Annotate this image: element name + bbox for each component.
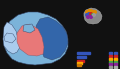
Bar xyxy=(114,55,117,57)
Bar xyxy=(109,57,111,59)
Circle shape xyxy=(92,14,94,16)
Polygon shape xyxy=(23,24,35,33)
Polygon shape xyxy=(4,33,16,43)
Bar xyxy=(114,51,117,53)
Circle shape xyxy=(93,14,95,16)
Bar xyxy=(109,51,111,53)
Bar xyxy=(109,65,111,67)
Bar xyxy=(114,61,117,63)
Bar xyxy=(109,63,111,65)
Bar xyxy=(77,62,82,64)
Bar xyxy=(109,55,111,57)
Bar xyxy=(114,57,117,59)
Circle shape xyxy=(90,10,92,12)
Bar xyxy=(77,56,86,58)
Circle shape xyxy=(88,13,90,15)
Bar xyxy=(77,64,81,66)
Bar xyxy=(109,61,111,63)
Polygon shape xyxy=(84,8,102,24)
Circle shape xyxy=(90,16,92,18)
Polygon shape xyxy=(3,22,20,54)
Bar xyxy=(114,63,117,65)
Circle shape xyxy=(86,14,88,16)
Bar xyxy=(114,65,117,67)
Bar xyxy=(77,60,84,61)
Polygon shape xyxy=(3,12,68,65)
Circle shape xyxy=(92,11,94,13)
Circle shape xyxy=(86,11,88,13)
Circle shape xyxy=(94,11,96,13)
Bar xyxy=(77,52,90,54)
Polygon shape xyxy=(17,24,44,56)
Polygon shape xyxy=(36,17,68,60)
Circle shape xyxy=(90,13,92,15)
Circle shape xyxy=(87,16,89,18)
Circle shape xyxy=(88,10,90,12)
